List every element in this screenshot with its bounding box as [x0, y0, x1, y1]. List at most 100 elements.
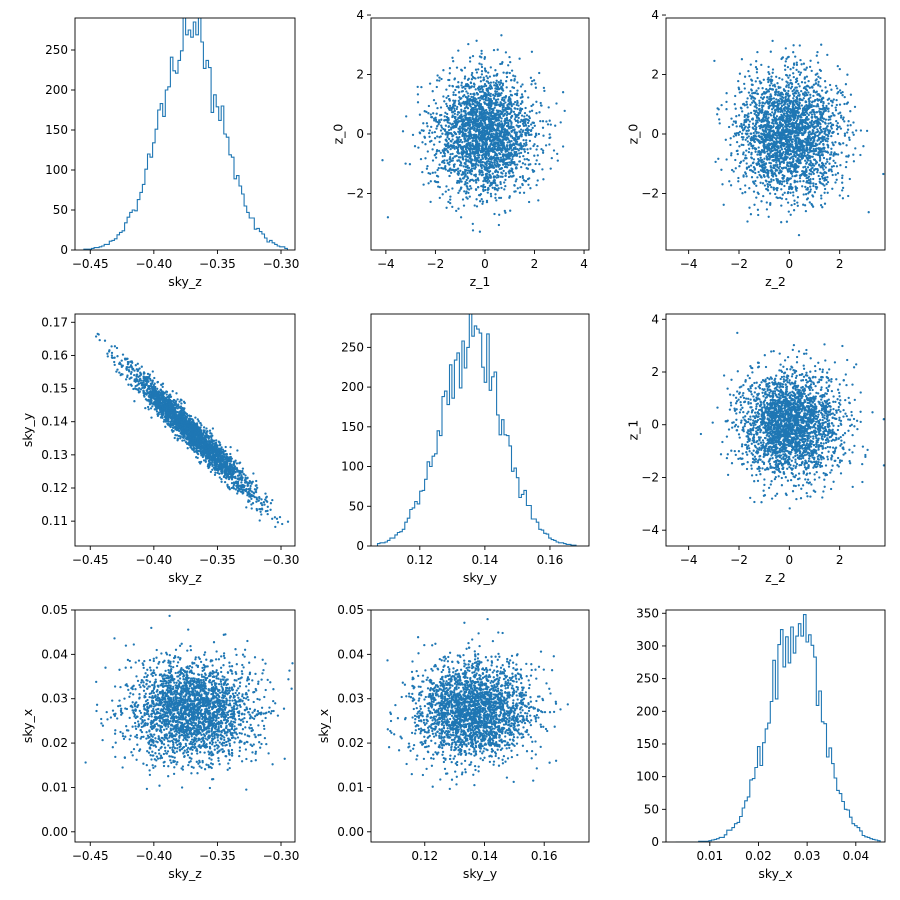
scatter-point: [525, 139, 528, 142]
scatter-point: [463, 175, 466, 178]
scatter-point: [792, 44, 795, 47]
scatter-point: [491, 126, 494, 129]
scatter-point: [835, 119, 838, 123]
scatter-point: [471, 75, 474, 79]
scatter-point: [839, 127, 843, 130]
scatter-point: [808, 141, 811, 144]
scatter-point: [453, 140, 457, 143]
scatter-point: [802, 193, 805, 196]
scatter-point: [757, 192, 760, 196]
scatter-point: [504, 120, 507, 123]
scatter-point: [757, 170, 760, 174]
scatter-point: [495, 98, 498, 102]
scatter-point: [473, 204, 476, 207]
scatter-point: [748, 187, 751, 190]
scatter-point: [777, 91, 780, 95]
scatter-point: [507, 151, 510, 154]
scatter-point: [472, 85, 476, 88]
scatter-point: [782, 126, 785, 130]
scatter-point: [809, 143, 812, 146]
scatter-point: [867, 211, 870, 214]
scatter-point: [516, 81, 519, 84]
scatter-point: [799, 159, 802, 162]
scatter-point: [805, 144, 808, 147]
scatter-point: [539, 104, 543, 107]
scatter-point: [487, 105, 490, 109]
scatter-point: [480, 65, 484, 69]
scatter-point: [481, 148, 484, 151]
scatter-point: [462, 165, 465, 168]
scatter-point: [825, 106, 828, 110]
scatter-point: [802, 62, 806, 65]
scatter-point: [514, 107, 517, 110]
scatter-point: [777, 147, 780, 150]
scatter-point: [511, 136, 514, 140]
scatter-point: [780, 188, 783, 191]
scatter-point: [754, 179, 757, 183]
scatter-point: [525, 167, 528, 170]
scatter-point: [535, 112, 538, 115]
scatter-point: [854, 147, 857, 150]
scatter-point: [749, 63, 752, 66]
scatter-point: [473, 83, 476, 86]
scatter-point: [507, 138, 510, 141]
scatter-point: [503, 181, 506, 184]
scatter-point: [443, 154, 446, 158]
scatter-point: [527, 183, 530, 186]
scatter-point: [773, 136, 776, 139]
scatter-point: [453, 112, 456, 115]
scatter-point: [742, 175, 745, 178]
axes-frame: [74, 17, 296, 251]
scatter-point: [476, 125, 479, 128]
scatter-point: [809, 178, 812, 181]
scatter-point: [786, 81, 789, 84]
scatter-point: [778, 153, 781, 156]
scatter-point: [763, 184, 767, 187]
scatter-point: [786, 201, 790, 204]
scatter-point: [779, 121, 782, 125]
scatter-point: [500, 34, 503, 37]
scatter-point: [563, 109, 566, 113]
scatter-point: [741, 192, 744, 195]
scatter-point: [461, 141, 464, 144]
scatter-point: [469, 149, 472, 153]
scatter-point: [752, 180, 755, 183]
scatter-point: [449, 201, 452, 205]
scatter-point: [768, 158, 771, 161]
scatter-point: [780, 152, 783, 155]
scatter-point: [453, 163, 456, 166]
scatter-point: [474, 112, 478, 115]
scatter-point: [449, 147, 452, 151]
scatter-point: [849, 110, 852, 113]
scatter-point: [541, 126, 545, 129]
scatter-point: [826, 150, 829, 153]
scatter-point: [817, 130, 820, 133]
scatter-point: [386, 216, 390, 219]
scatter-point: [462, 109, 466, 112]
scatter-point: [802, 139, 805, 142]
scatter-point: [780, 148, 784, 151]
scatter-point: [488, 130, 492, 133]
scatter-point: [459, 216, 463, 219]
scatter-point: [809, 93, 812, 96]
scatter-point: [531, 79, 534, 83]
scatter-point: [488, 111, 491, 115]
scatter-point: [510, 114, 514, 118]
scatter-point: [526, 121, 530, 125]
scatter-point: [523, 158, 526, 161]
scatter-point: [454, 115, 457, 119]
scatter-point: [807, 151, 811, 154]
scatter-point: [834, 141, 837, 144]
scatter-point: [460, 164, 463, 167]
scatter-point: [753, 112, 756, 115]
scatter-point: [758, 108, 761, 111]
scatter-point: [814, 91, 817, 94]
scatter-point: [845, 160, 848, 164]
scatter-point: [767, 154, 771, 158]
scatter-point: [491, 161, 494, 164]
scatter-point: [783, 64, 787, 67]
scatter-point: [811, 163, 814, 167]
scatter-point: [439, 129, 443, 132]
scatter-point: [526, 127, 529, 130]
scatter-point: [802, 146, 805, 150]
